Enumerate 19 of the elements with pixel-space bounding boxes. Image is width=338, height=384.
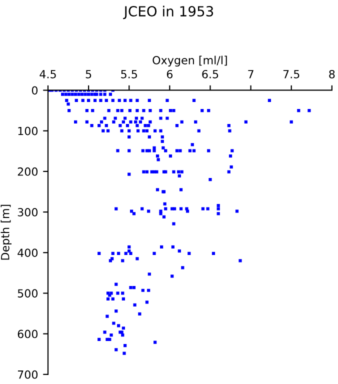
x-tick-label: 6.5 (202, 70, 218, 78)
y-tick-label: 0 (32, 86, 38, 95)
x-tick-label: 7 (248, 70, 254, 78)
y-tick-label: 100 (18, 126, 38, 136)
x-tick-label: 6 (166, 70, 173, 78)
chart-title: JCEO in 1953 (123, 6, 214, 20)
x-axis-title: Oxygen [ml/l] (152, 56, 227, 67)
y-tick-label: 400 (18, 248, 38, 257)
y-tick-label: 600 (18, 330, 38, 338)
x-tick-label: 5.5 (121, 70, 137, 78)
y-tick-label: 700 (18, 370, 38, 379)
x-tick-label: 7.5 (283, 70, 300, 78)
x-tick-label: 4.5 (40, 70, 56, 78)
y-tick-label: 200 (18, 167, 38, 176)
y-axis-title: Depth [m] (0, 204, 12, 260)
x-tick-label: 8 (329, 70, 335, 78)
x-tick-label: 5 (86, 70, 92, 78)
y-tick-label: 500 (18, 289, 38, 298)
y-tick-label: 300 (18, 208, 38, 216)
